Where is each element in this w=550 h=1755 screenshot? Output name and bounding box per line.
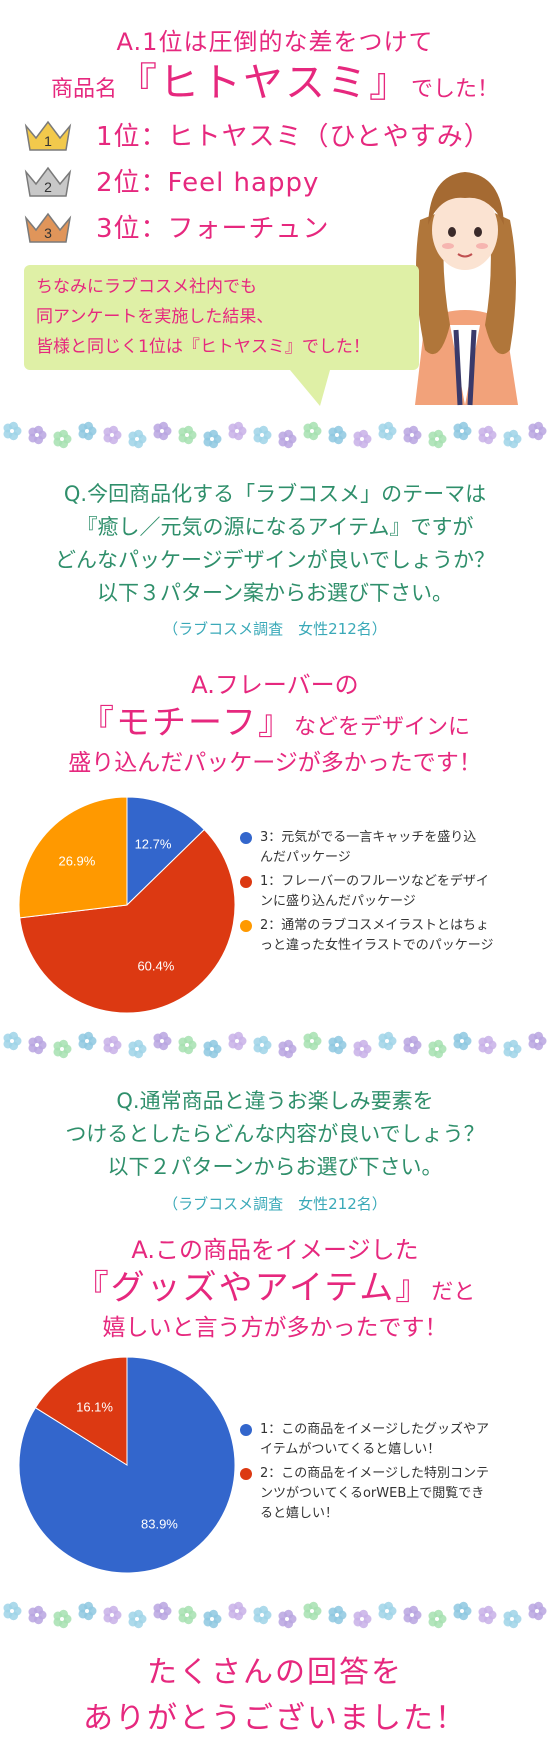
legend-item: 3：元気がでる一言キャッチを盛り込 んだパッケージ bbox=[240, 828, 550, 868]
rank-label: 2位：Feel happy bbox=[96, 168, 320, 198]
pie-data-label: 60.4% bbox=[137, 958, 174, 973]
answer-1-highlight: 『モチーフ』 bbox=[80, 703, 294, 743]
bubble-line: 同アンケートを実施した結果、 bbox=[36, 307, 274, 327]
closing-line: ありがとうございました！ bbox=[83, 1701, 467, 1736]
question-line: 以下２パターンからお選び下さい。 bbox=[107, 1155, 443, 1179]
crown-icon: 1 bbox=[24, 120, 72, 151]
survey-note: （ラブコスメ調査 女性212名） bbox=[163, 1195, 387, 1213]
pie-slice bbox=[18, 1356, 236, 1574]
answer-headline: A.1位は圧倒的な差をつけて bbox=[116, 28, 434, 56]
legend-item: 2：この商品をイメージした特別コンテ ンツがついてくるorWEB上で閲覧でき ると嬉… bbox=[240, 1464, 550, 1524]
question-line: Q.今回商品化する「ラブコスメ」のテーマは bbox=[63, 482, 487, 506]
bubble-line: 皆様と同じく1位は『ヒトヤスミ』でした！ bbox=[36, 337, 370, 357]
question-2: Q.通常商品と違うお楽しみ要素を つけるとしたらどんな内容が良いでしょう？ 以下… bbox=[0, 1085, 550, 1184]
legend-text: 1：この商品をイメージしたグッズやア bbox=[260, 1422, 490, 1437]
flower-divider bbox=[3, 1601, 547, 1629]
closing-line: たくさんの回答を bbox=[147, 1655, 403, 1690]
flower-divider bbox=[3, 421, 547, 449]
crown-number: 3 bbox=[44, 225, 52, 241]
legend-text: ると嬉しい！ bbox=[260, 1506, 339, 1521]
pie-data-label: 16.1% bbox=[76, 1399, 113, 1414]
question-line: つけるとしたらどんな内容が良いでしょう？ bbox=[65, 1122, 485, 1146]
answer-1-line3: 盛り込んだパッケージが多かったです！ bbox=[68, 750, 482, 776]
legend-text: イテムがついてくると嬉しい！ bbox=[260, 1442, 441, 1457]
question-line: どんなパッケージデザインが良いでしょうか？ bbox=[55, 548, 495, 572]
legend-item: 2：通常のラブコスメイラストとはちょ っと違った女性イラストでのパッケージ bbox=[240, 916, 550, 956]
pie-slice bbox=[34, 1356, 128, 1466]
legend-swatch bbox=[240, 1424, 252, 1436]
answer-1-line2: 『モチーフ』などをデザインに bbox=[0, 695, 550, 744]
legend-text: 2：この商品をイメージした特別コンテ bbox=[260, 1466, 490, 1481]
legend-text: ンに盛り込んだパッケージ bbox=[260, 894, 416, 909]
pie-chart-bonus-content: 83.9% 16.1% bbox=[18, 1356, 236, 1574]
legend-text: んだパッケージ bbox=[260, 850, 351, 865]
legend-swatch bbox=[240, 832, 252, 844]
pie-slice bbox=[19, 828, 236, 1014]
closing-message: たくさんの回答を ありがとうございました！ bbox=[0, 1650, 550, 1742]
legend-swatch bbox=[240, 920, 252, 932]
product-name-suffix: でした！ bbox=[411, 77, 500, 102]
pie-data-label: 12.7% bbox=[135, 836, 172, 851]
product-name-line: 商品名『ヒトヤスミ』でした！ bbox=[0, 50, 550, 108]
answer-2-line2: 『グッズやアイテム』だと bbox=[0, 1260, 550, 1309]
legend-text: ンツがついてくるorWEB上で閲覧でき bbox=[260, 1486, 485, 1501]
question-line: Q.通常商品と違うお楽しみ要素を bbox=[116, 1089, 434, 1113]
product-name-prefix: 商品名 bbox=[50, 77, 117, 102]
answer-2-highlight: 『グッズやアイテム』 bbox=[74, 1268, 432, 1308]
answer-2-suffix: だと bbox=[431, 1280, 476, 1305]
speech-bubble-text: ちなみにラブコスメ社内でも 同アンケートを実施した結果、 皆様と同じく1位は『ヒ… bbox=[36, 272, 416, 362]
legend-item: 1：この商品をイメージしたグッズやア イテムがついてくると嬉しい！ bbox=[240, 1420, 550, 1460]
question-line: 以下３パターン案からお選び下さい。 bbox=[97, 581, 453, 605]
pie-data-label: 26.9% bbox=[58, 854, 95, 869]
question-line: 『癒し／元気の源になるアイテム』ですが bbox=[76, 515, 474, 539]
answer-2-line1: A.この商品をイメージした bbox=[131, 1236, 419, 1264]
pie-data-label: 83.9% bbox=[141, 1517, 178, 1532]
legend-swatch bbox=[240, 876, 252, 888]
rank-label: 3位：フォーチュン bbox=[96, 214, 330, 244]
bubble-line: ちなみにラブコスメ社内でも bbox=[36, 277, 257, 297]
survey-note: （ラブコスメ調査 女性212名） bbox=[163, 620, 387, 638]
answer-1-line1: A.フレーバーの bbox=[191, 671, 359, 699]
rank-label: 1位：ヒトヤスミ（ひとやすみ） bbox=[96, 122, 491, 152]
legend-swatch bbox=[240, 1468, 252, 1480]
question-1: Q.今回商品化する「ラブコスメ」のテーマは 『癒し／元気の源になるアイテム』です… bbox=[0, 478, 550, 610]
legend-text: っと違った女性イラストでのパッケージ bbox=[260, 938, 494, 953]
crown-number: 1 bbox=[44, 133, 52, 149]
product-name: 『ヒトヤスミ』 bbox=[117, 60, 411, 106]
crown-icon: 3 bbox=[24, 212, 72, 243]
pie-slice bbox=[18, 796, 128, 919]
legend-text: 3：元気がでる一言キャッチを盛り込 bbox=[260, 830, 477, 845]
crown-number: 2 bbox=[44, 179, 52, 195]
speech-bubble-tail bbox=[290, 370, 330, 406]
pie-slice bbox=[126, 796, 206, 907]
answer-2-line3: 嬉しいと言う方が多かったです！ bbox=[102, 1315, 448, 1341]
legend-text: 1：フレーバーのフルーツなどをデザイ bbox=[260, 874, 489, 889]
legend-item: 1：フレーバーのフルーツなどをデザイ ンに盛り込んだパッケージ bbox=[240, 872, 550, 912]
crown-icon: 2 bbox=[24, 166, 72, 197]
speech-bubble bbox=[24, 265, 419, 370]
legend-text: 2：通常のラブコスメイラストとはちょ bbox=[260, 918, 490, 933]
flower-divider bbox=[3, 1031, 547, 1059]
pie-chart-package-design: 12.7% 60.4% 26.9% bbox=[18, 796, 236, 1014]
woman-illustration bbox=[415, 172, 518, 406]
answer-1-suffix: などをデザインに bbox=[293, 715, 470, 740]
